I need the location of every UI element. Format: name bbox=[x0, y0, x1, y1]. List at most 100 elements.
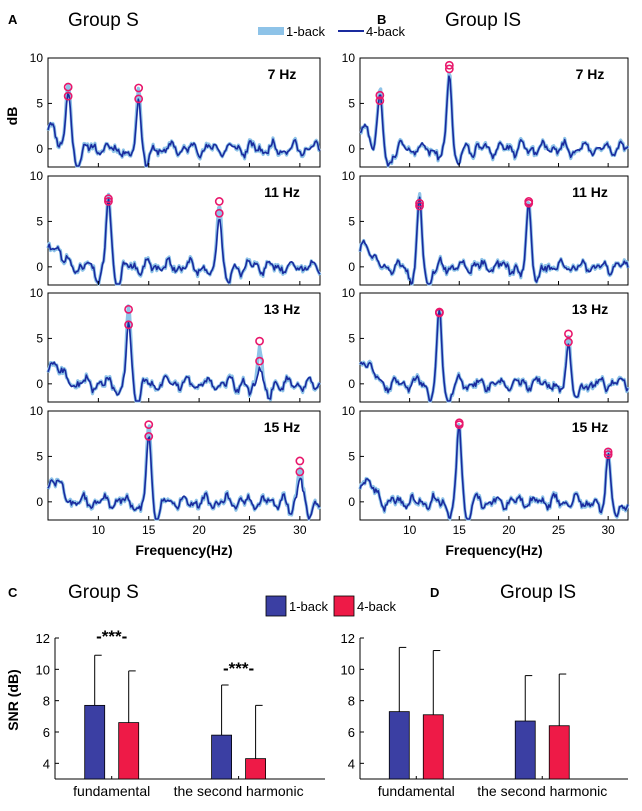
y-tick-label: 0 bbox=[36, 142, 43, 156]
series-line-4back bbox=[47, 93, 321, 167]
peak-marker-1back bbox=[295, 456, 305, 466]
panel-title-a: Group S bbox=[68, 10, 139, 31]
peak-marker-4back bbox=[124, 320, 133, 330]
y-tick-label: 0 bbox=[36, 495, 43, 509]
peak-marker-4back bbox=[454, 420, 464, 430]
x-category-label: the second harmonic bbox=[174, 783, 304, 799]
panel-title-d: Group IS bbox=[500, 582, 576, 603]
y-tick-label: 8 bbox=[43, 694, 50, 709]
y-tick-label: 0 bbox=[36, 377, 43, 391]
peak-marker-4back bbox=[524, 198, 534, 208]
x-category-label: fundamental bbox=[378, 783, 455, 799]
y-tick-label: 10 bbox=[30, 51, 44, 65]
panel-title-b: Group IS bbox=[445, 10, 521, 31]
x-tick-label: 30 bbox=[601, 523, 615, 537]
spectrum-subplot-a-1: 0 5 10 7 Hz bbox=[30, 51, 321, 168]
series-line-4back bbox=[359, 196, 629, 285]
series-line-4back bbox=[359, 75, 629, 167]
peak-marker-4back bbox=[104, 197, 113, 206]
subplot-frequency-label: 7 Hz bbox=[576, 66, 605, 82]
peak-marker-1back bbox=[134, 83, 144, 93]
peak-marker-4back bbox=[214, 208, 224, 218]
y-tick-label: 0 bbox=[348, 377, 355, 391]
peak-marker-1back bbox=[144, 420, 154, 430]
subplot-frequency-label: 13 Hz bbox=[264, 301, 301, 317]
peak-marker-1back bbox=[214, 197, 224, 206]
y-tick-label: 5 bbox=[348, 449, 355, 463]
y-tick-label: 5 bbox=[36, 331, 43, 345]
x-axis-label-a: Frequency(Hz) bbox=[135, 542, 232, 558]
bar-4back-fundamental bbox=[118, 722, 140, 780]
x-tick-label: 25 bbox=[552, 523, 566, 537]
y-tick-label: 5 bbox=[36, 214, 43, 228]
y-tick-label: 5 bbox=[36, 96, 43, 110]
subplot-frequency-label: 15 Hz bbox=[264, 419, 301, 435]
legend-swatch-1back-light bbox=[258, 27, 284, 35]
bar-1back-second-harmonic bbox=[514, 720, 536, 780]
peak-marker-4back bbox=[295, 467, 305, 477]
significance-annotation: -***- bbox=[223, 659, 254, 678]
y-tick-label: 0 bbox=[348, 260, 355, 274]
subplot-frequency-label: 11 Hz bbox=[264, 184, 300, 200]
x-tick-label: 10 bbox=[403, 523, 417, 537]
spectrum-subplot-b-1: 0 5 10 7 Hz bbox=[342, 51, 630, 168]
legend-swatch-4back-red bbox=[333, 595, 355, 617]
x-axis-label-b: Frequency(Hz) bbox=[445, 542, 542, 558]
y-tick-label: 4 bbox=[348, 756, 355, 771]
peak-marker-1back bbox=[603, 447, 613, 457]
peak-marker-4back bbox=[375, 96, 385, 106]
legend-label-4back-bottom: 4-back bbox=[357, 599, 397, 614]
peak-marker-4back bbox=[63, 91, 73, 101]
legend-label-4back: 4-back bbox=[366, 24, 406, 39]
spectrum-subplot-a-2: 0 5 10 11 Hz bbox=[30, 169, 322, 286]
y-tick-label: 10 bbox=[342, 404, 356, 418]
series-line-4back bbox=[359, 309, 629, 402]
legend-bottom: 1-back 4-back bbox=[265, 595, 397, 617]
peak-marker-4back bbox=[134, 94, 144, 104]
legend-top: 1-back 4-back bbox=[258, 24, 406, 39]
spectrum-subplot-a-3: 0 5 10 13 Hz bbox=[30, 286, 322, 403]
spectrum-subplot-b-3: 0 5 10 13 Hz bbox=[342, 286, 630, 403]
peak-marker-4back bbox=[435, 308, 444, 318]
peak-marker-1back bbox=[415, 198, 424, 208]
x-category-label: fundamental bbox=[73, 783, 150, 799]
labels-layer: A Group S B Group IS C Group S D Group I… bbox=[8, 10, 576, 603]
y-tick-label: 5 bbox=[348, 331, 355, 345]
y-tick-label: 6 bbox=[43, 725, 50, 740]
peak-marker-1back bbox=[63, 82, 73, 92]
y-tick-label: 10 bbox=[342, 169, 356, 183]
bar-1back-second-harmonic bbox=[211, 734, 233, 780]
x-tick-label: 15 bbox=[453, 523, 467, 537]
panel-letter-c: C bbox=[8, 585, 18, 600]
subplot-frequency-label: 13 Hz bbox=[572, 301, 609, 317]
legend-label-1back: 1-back bbox=[286, 24, 326, 39]
x-tick-label: 30 bbox=[293, 523, 307, 537]
series-line-4back bbox=[47, 197, 321, 285]
y-tick-label: 10 bbox=[30, 169, 44, 183]
y-tick-label: 10 bbox=[342, 51, 356, 65]
legend-swatch-1back-blue bbox=[265, 595, 287, 617]
bar-4back-second-harmonic bbox=[245, 758, 267, 780]
peak-marker-4back bbox=[144, 432, 154, 441]
y-tick-label: 5 bbox=[348, 214, 355, 228]
y-tick-label: 5 bbox=[348, 96, 355, 110]
axes-layer: 0 5 10 7 Hz 0 5 10 11 Hz 0 5 10 13 Hz 0 5 10 10 15 20 25 30… bbox=[4, 51, 630, 799]
bar-4back-second-harmonic bbox=[548, 725, 570, 780]
panel-letter-d: D bbox=[430, 585, 439, 600]
y-tick-label: 12 bbox=[341, 631, 355, 646]
y-axis-label-c: SNR (dB) bbox=[5, 669, 21, 730]
peak-marker-4back bbox=[444, 64, 454, 74]
peak-marker-1back bbox=[104, 194, 113, 204]
y-tick-label: 0 bbox=[348, 142, 355, 156]
x-tick-label: 10 bbox=[92, 523, 106, 537]
peak-marker-1back bbox=[564, 329, 573, 339]
subplot-frequency-label: 11 Hz bbox=[572, 184, 608, 200]
y-tick-label: 5 bbox=[36, 449, 43, 463]
bar-4back-fundamental bbox=[422, 714, 444, 780]
panel-letter-b: B bbox=[377, 12, 386, 27]
y-tick-label: 12 bbox=[36, 631, 50, 646]
panel-title-c: Group S bbox=[68, 582, 139, 603]
y-tick-label: 10 bbox=[341, 662, 355, 677]
spectrum-subplot-b-4: 0 5 10 10 15 20 25 30 15 Hz bbox=[342, 404, 630, 537]
